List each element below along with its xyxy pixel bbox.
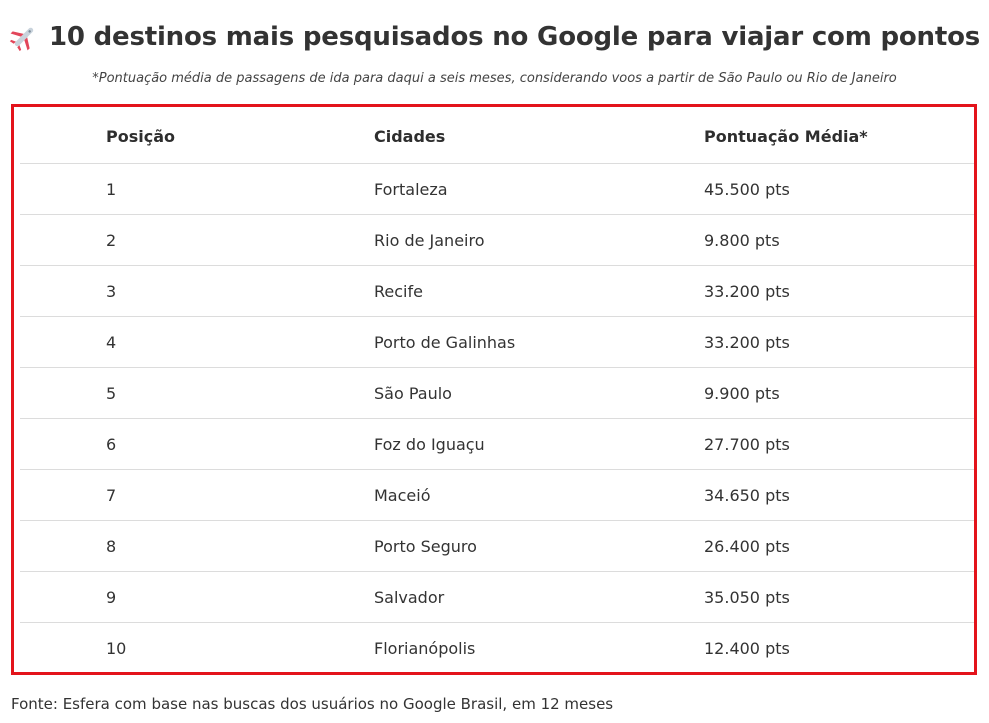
- cell-city: Recife: [374, 265, 704, 317]
- title-row: 10 destinos mais pesquisados no Google p…: [0, 22, 989, 52]
- page-subtitle: *Pontuação média de passagens de ida par…: [92, 71, 897, 86]
- cell-score: 33.200 pts: [704, 265, 974, 317]
- cell-city: Fortaleza: [374, 163, 704, 215]
- table-row: 6 Foz do Iguaçu 27.700 pts: [20, 418, 974, 470]
- table-row: 8 Porto Seguro 26.400 pts: [20, 520, 974, 572]
- cell-position: 5: [20, 367, 374, 419]
- cell-city: Maceió: [374, 469, 704, 521]
- cell-position: 2: [20, 214, 374, 266]
- cell-position: 4: [20, 316, 374, 368]
- cell-position: 8: [20, 520, 374, 572]
- cell-city: Foz do Iguaçu: [374, 418, 704, 470]
- airplane-icon: [9, 22, 39, 52]
- cell-score: 27.700 pts: [704, 418, 974, 470]
- cell-position: 1: [20, 163, 374, 215]
- ranking-table: Posição Cidades Pontuação Média* 1 Forta…: [20, 109, 974, 673]
- cell-city: São Paulo: [374, 367, 704, 419]
- table-row: 9 Salvador 35.050 pts: [20, 571, 974, 623]
- cell-position: 10: [106, 638, 127, 658]
- table-row: 10 Florianópolis 12.400 pts: [20, 623, 974, 674]
- cell-city: Rio de Janeiro: [374, 214, 704, 266]
- cell-score: 33.200 pts: [704, 316, 974, 368]
- cell-city: Florianópolis: [374, 638, 476, 658]
- table-row: 2 Rio de Janeiro 9.800 pts: [20, 214, 974, 266]
- cell-score: 9.900 pts: [704, 367, 974, 419]
- cell-city: Porto Seguro: [374, 520, 704, 572]
- cell-position: 7: [20, 469, 374, 521]
- table-row: 5 São Paulo 9.900 pts: [20, 367, 974, 419]
- table-row: 1 Fortaleza 45.500 pts: [20, 163, 974, 215]
- source-note: Fonte: Esfera com base nas buscas dos us…: [11, 695, 614, 713]
- column-header-position: Posição: [20, 109, 374, 164]
- table-row: 7 Maceió 34.650 pts: [20, 469, 974, 521]
- table-row: 3 Recife 33.200 pts: [20, 265, 974, 317]
- table-highlight-frame: Posição Cidades Pontuação Média* 1 Forta…: [11, 104, 977, 675]
- cell-score: 45.500 pts: [704, 163, 974, 215]
- table-header-row: Posição Cidades Pontuação Média*: [20, 109, 974, 164]
- cell-position: 6: [20, 418, 374, 470]
- cell-score: 26.400 pts: [704, 520, 974, 572]
- table-row: 4 Porto de Galinhas 33.200 pts: [20, 316, 974, 368]
- cell-city: Porto de Galinhas: [374, 316, 704, 368]
- cell-score: 9.800 pts: [704, 214, 974, 266]
- column-header-score: Pontuação Média*: [704, 109, 974, 164]
- cell-position: 3: [20, 265, 374, 317]
- cell-city: Salvador: [374, 571, 704, 623]
- column-header-city: Cidades: [374, 109, 704, 164]
- cell-position: 9: [20, 571, 374, 623]
- cell-score: 12.400 pts: [704, 638, 790, 658]
- cell-score: 35.050 pts: [704, 571, 974, 623]
- cell-score: 34.650 pts: [704, 469, 974, 521]
- page-title: 10 destinos mais pesquisados no Google p…: [48, 22, 981, 52]
